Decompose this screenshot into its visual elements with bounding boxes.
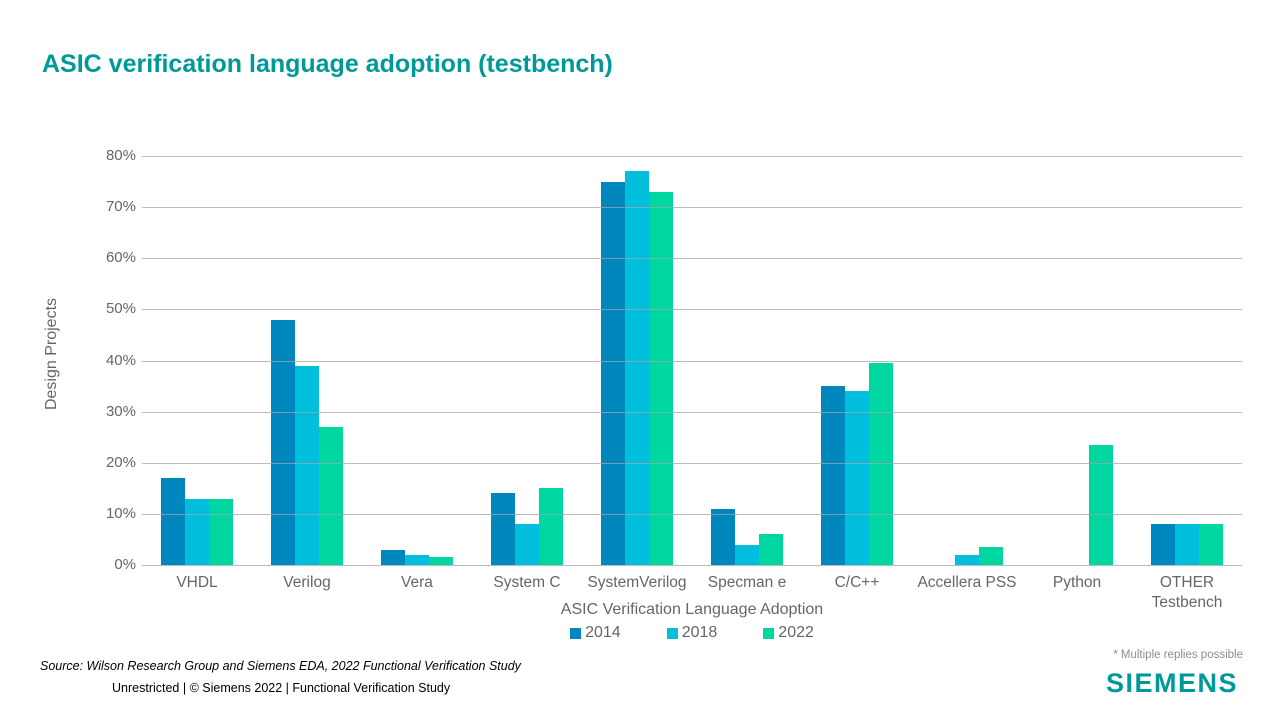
gridline <box>142 207 1242 209</box>
chart-legend: 2014 2018 2022 <box>142 624 1242 642</box>
x-category-label: Vera <box>401 574 433 591</box>
y-tick-label: 20% <box>105 453 136 471</box>
bar-2014 <box>491 493 515 565</box>
bar-2022 <box>209 498 233 565</box>
bar-2018 <box>625 171 649 565</box>
bar-group-vhdl <box>142 156 252 565</box>
gridline <box>142 156 1242 157</box>
bar-2022 <box>979 547 1003 565</box>
x-category-label: VHDL <box>176 574 218 591</box>
bar-2014 <box>1151 524 1175 565</box>
bar-2014 <box>601 181 625 565</box>
bar-2022 <box>1089 444 1113 565</box>
gridline <box>142 258 1242 260</box>
x-category-label: Accellera PSS <box>917 574 1017 591</box>
bar-2022 <box>759 534 783 565</box>
gridline <box>142 360 1242 362</box>
bar-2018 <box>185 498 209 565</box>
y-tick-label: 40% <box>105 351 136 369</box>
bar-2018 <box>845 391 869 565</box>
y-tick-label: 50% <box>105 300 136 318</box>
bar-group-other-testbench <box>1132 156 1242 565</box>
bar-group-vera <box>362 156 472 565</box>
y-tick-label: 70% <box>105 198 136 216</box>
x-category-label: SystemVerilog <box>587 574 687 591</box>
legend-label: 2014 <box>585 624 621 641</box>
gridline <box>142 565 1242 566</box>
bar-2014 <box>161 478 185 565</box>
bar-2018 <box>955 554 979 565</box>
source-line: Source: Wilson Research Group and Siemen… <box>40 659 521 673</box>
footnote: * Multiple replies possible <box>1113 649 1243 661</box>
y-tick-label: 10% <box>105 504 136 522</box>
legend-item-2018: 2018 <box>666 624 718 642</box>
bar-2022 <box>869 363 893 565</box>
x-category-label: OTHER Testbench <box>1151 574 1223 611</box>
y-tick-label: 0% <box>114 556 136 573</box>
x-category-label: Verilog <box>283 574 331 591</box>
x-category-label: Python <box>1052 574 1102 591</box>
legend-item-2022: 2022 <box>763 624 814 642</box>
bar-group-python <box>1022 156 1132 565</box>
y-axis-title: Design Projects <box>43 297 60 411</box>
x-category-label: C/C++ <box>834 574 880 591</box>
legend-label: 2018 <box>681 624 718 641</box>
legend-swatch-icon <box>570 627 582 639</box>
bar-group-systemverilog <box>582 156 692 565</box>
gridline <box>142 513 1242 515</box>
x-axis-categories: VHDL Verilog Vera System C SystemVerilog Spec… <box>142 573 1242 613</box>
bar-2022 <box>319 426 343 565</box>
bar-group-system-c <box>472 156 582 565</box>
bar-2018 <box>1175 524 1199 565</box>
x-category-label: Specman e <box>707 574 787 591</box>
siemens-logo: SIEMENS <box>1105 668 1238 698</box>
bar-group-accellera-pss <box>912 156 1022 565</box>
bar-2014 <box>711 508 735 565</box>
bar-2018 <box>295 365 319 565</box>
bar-group-c-c- <box>802 156 912 565</box>
gridline <box>142 462 1242 464</box>
page-title: ASIC verification language adoption (tes… <box>42 50 613 78</box>
y-tick-label: 80% <box>105 147 136 164</box>
bar-2018 <box>515 524 539 565</box>
plot-area <box>142 156 1242 566</box>
legend-item-2014: 2014 <box>570 624 621 642</box>
bar-2014 <box>271 319 295 565</box>
y-tick-label: 30% <box>105 402 136 420</box>
bar-group-specman-e <box>692 156 802 565</box>
gridline <box>142 309 1242 311</box>
x-category-label: System C <box>493 574 561 591</box>
y-tick-label: 60% <box>105 249 136 267</box>
bar-2022 <box>429 557 453 565</box>
bar-2014 <box>821 386 845 565</box>
bar-2018 <box>405 554 429 565</box>
classification-line: Unrestricted | © Siemens 2022 | Function… <box>112 681 451 695</box>
legend-swatch-icon <box>763 627 775 639</box>
legend-label: 2022 <box>778 624 814 641</box>
bar-2022 <box>649 191 673 565</box>
legend-swatch-icon <box>666 627 678 639</box>
gridline <box>142 411 1242 413</box>
bar-2018 <box>735 544 759 565</box>
bar-2014 <box>381 549 405 565</box>
bar-2022 <box>539 488 563 565</box>
bar-2022 <box>1199 524 1223 565</box>
x-axis-title: ASIC Verification Language Adoption <box>560 601 824 618</box>
